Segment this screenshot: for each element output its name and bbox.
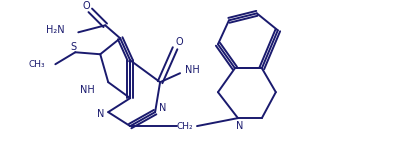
Text: CH₃: CH₃ bbox=[29, 60, 45, 69]
Text: H₂N: H₂N bbox=[46, 25, 64, 35]
Text: N: N bbox=[97, 109, 104, 119]
Text: NH: NH bbox=[185, 65, 200, 75]
Text: O: O bbox=[83, 1, 90, 11]
Text: O: O bbox=[175, 37, 183, 47]
Text: N: N bbox=[160, 103, 167, 113]
Text: NH: NH bbox=[79, 85, 94, 95]
Text: N: N bbox=[236, 121, 243, 131]
Text: CH₂: CH₂ bbox=[177, 122, 193, 131]
Text: S: S bbox=[70, 42, 77, 52]
